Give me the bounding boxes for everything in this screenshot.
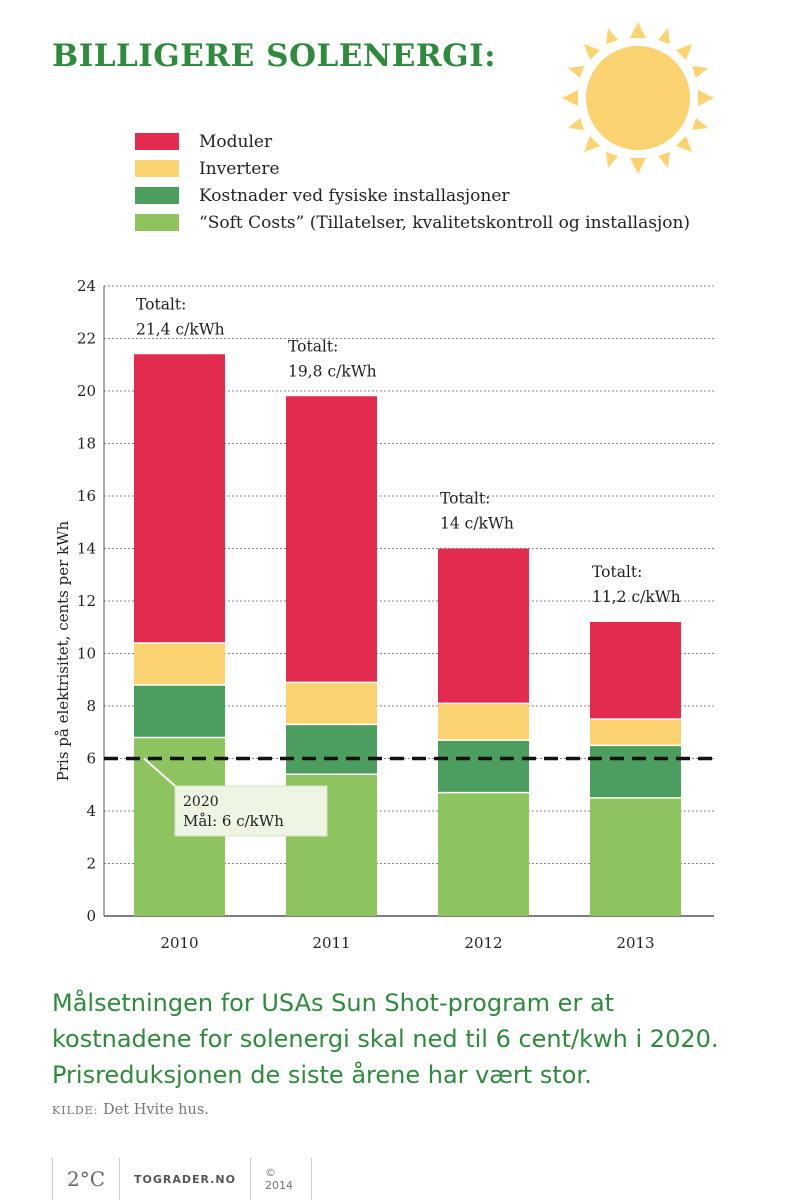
bar-segment [438, 703, 529, 741]
bar-segment [590, 622, 681, 720]
logo: 2°C [67, 1167, 106, 1191]
bar-segment [438, 548, 529, 704]
source-text: Det Hvite hus. [103, 1102, 209, 1118]
bar-segment [286, 724, 377, 775]
total-value: 11,2 c/kWh [592, 588, 681, 606]
target-callout-label: Mål: 6 c/kWh [183, 812, 284, 830]
x-tick-label: 2011 [312, 934, 350, 952]
page-title: BILLIGERE SOLENERGI: [52, 38, 497, 74]
legend-swatch [135, 133, 179, 150]
y-tick-label: 0 [86, 907, 96, 925]
target-callout-year: 2020 [183, 794, 219, 810]
legend-swatch [135, 187, 179, 204]
caption: Målsetningen for USAs Sun Shot-program e… [52, 989, 719, 1089]
y-tick-label: 16 [77, 487, 96, 505]
footer: 2°C TOGRADER.NO © 2014 [52, 1158, 312, 1200]
total-value: 19,8 c/kWh [288, 362, 377, 380]
legend-item-invertere: Invertere [135, 155, 690, 182]
y-tick-label: 12 [77, 592, 96, 610]
bar-segment [590, 745, 681, 798]
copyright: © 2014 [264, 1166, 293, 1192]
legend-label: Invertere [199, 158, 280, 179]
y-axis-label: Pris på elektrisitet, cents per kWh [54, 520, 72, 781]
source: KILDE: Det Hvite hus. [52, 1102, 209, 1118]
y-tick-label: 10 [77, 645, 96, 663]
y-tick-label: 14 [77, 540, 96, 558]
y-tick-label: 24 [77, 277, 96, 295]
legend-item-installasjoner: Kostnader ved fysiske installasjoner [135, 182, 690, 209]
total-label: Totalt: [440, 490, 490, 508]
bar-segment [438, 792, 529, 916]
bar-segment [134, 643, 225, 685]
bar-segment [590, 719, 681, 746]
y-tick-label: 6 [86, 750, 96, 768]
total-label: Totalt: [592, 563, 642, 581]
target-callout [174, 785, 328, 837]
legend-label: Moduler [199, 131, 273, 152]
y-tick-label: 18 [77, 435, 96, 453]
sun-icon [562, 22, 714, 174]
legend-item-moduler: Moduler [135, 128, 690, 155]
legend-swatch [135, 160, 179, 177]
x-tick-label: 2012 [464, 934, 502, 952]
legend: Moduler Invertere Kostnader ved fysiske … [135, 128, 690, 236]
y-tick-label: 4 [86, 802, 96, 820]
bar-segment [438, 740, 529, 793]
bar-segment [286, 682, 377, 725]
total-label: Totalt: [136, 295, 186, 313]
legend-item-soft-costs: “Soft Costs” (Tillatelser, kvalitetskont… [135, 209, 690, 236]
y-tick-label: 22 [77, 330, 96, 348]
y-tick-label: 8 [86, 697, 96, 715]
bar-segment [590, 797, 681, 916]
bar-segment [286, 396, 377, 683]
x-tick-label: 2013 [616, 934, 654, 952]
total-value: 14 c/kWh [440, 515, 514, 533]
y-tick-label: 2 [86, 855, 96, 873]
bar-segment [134, 685, 225, 738]
source-label: KILDE: [52, 1104, 99, 1117]
legend-label: “Soft Costs” (Tillatelser, kvalitetskont… [199, 212, 691, 233]
total-value: 21,4 c/kWh [136, 320, 225, 338]
site-link[interactable]: TOGRADER.NO [134, 1172, 236, 1186]
legend-label: Kostnader ved fysiske installasjoner [199, 185, 510, 206]
total-label: Totalt: [288, 337, 338, 355]
x-tick-label: 2010 [160, 934, 198, 952]
y-tick-label: 20 [77, 382, 96, 400]
bar-segment [134, 354, 225, 643]
legend-swatch [135, 214, 179, 231]
